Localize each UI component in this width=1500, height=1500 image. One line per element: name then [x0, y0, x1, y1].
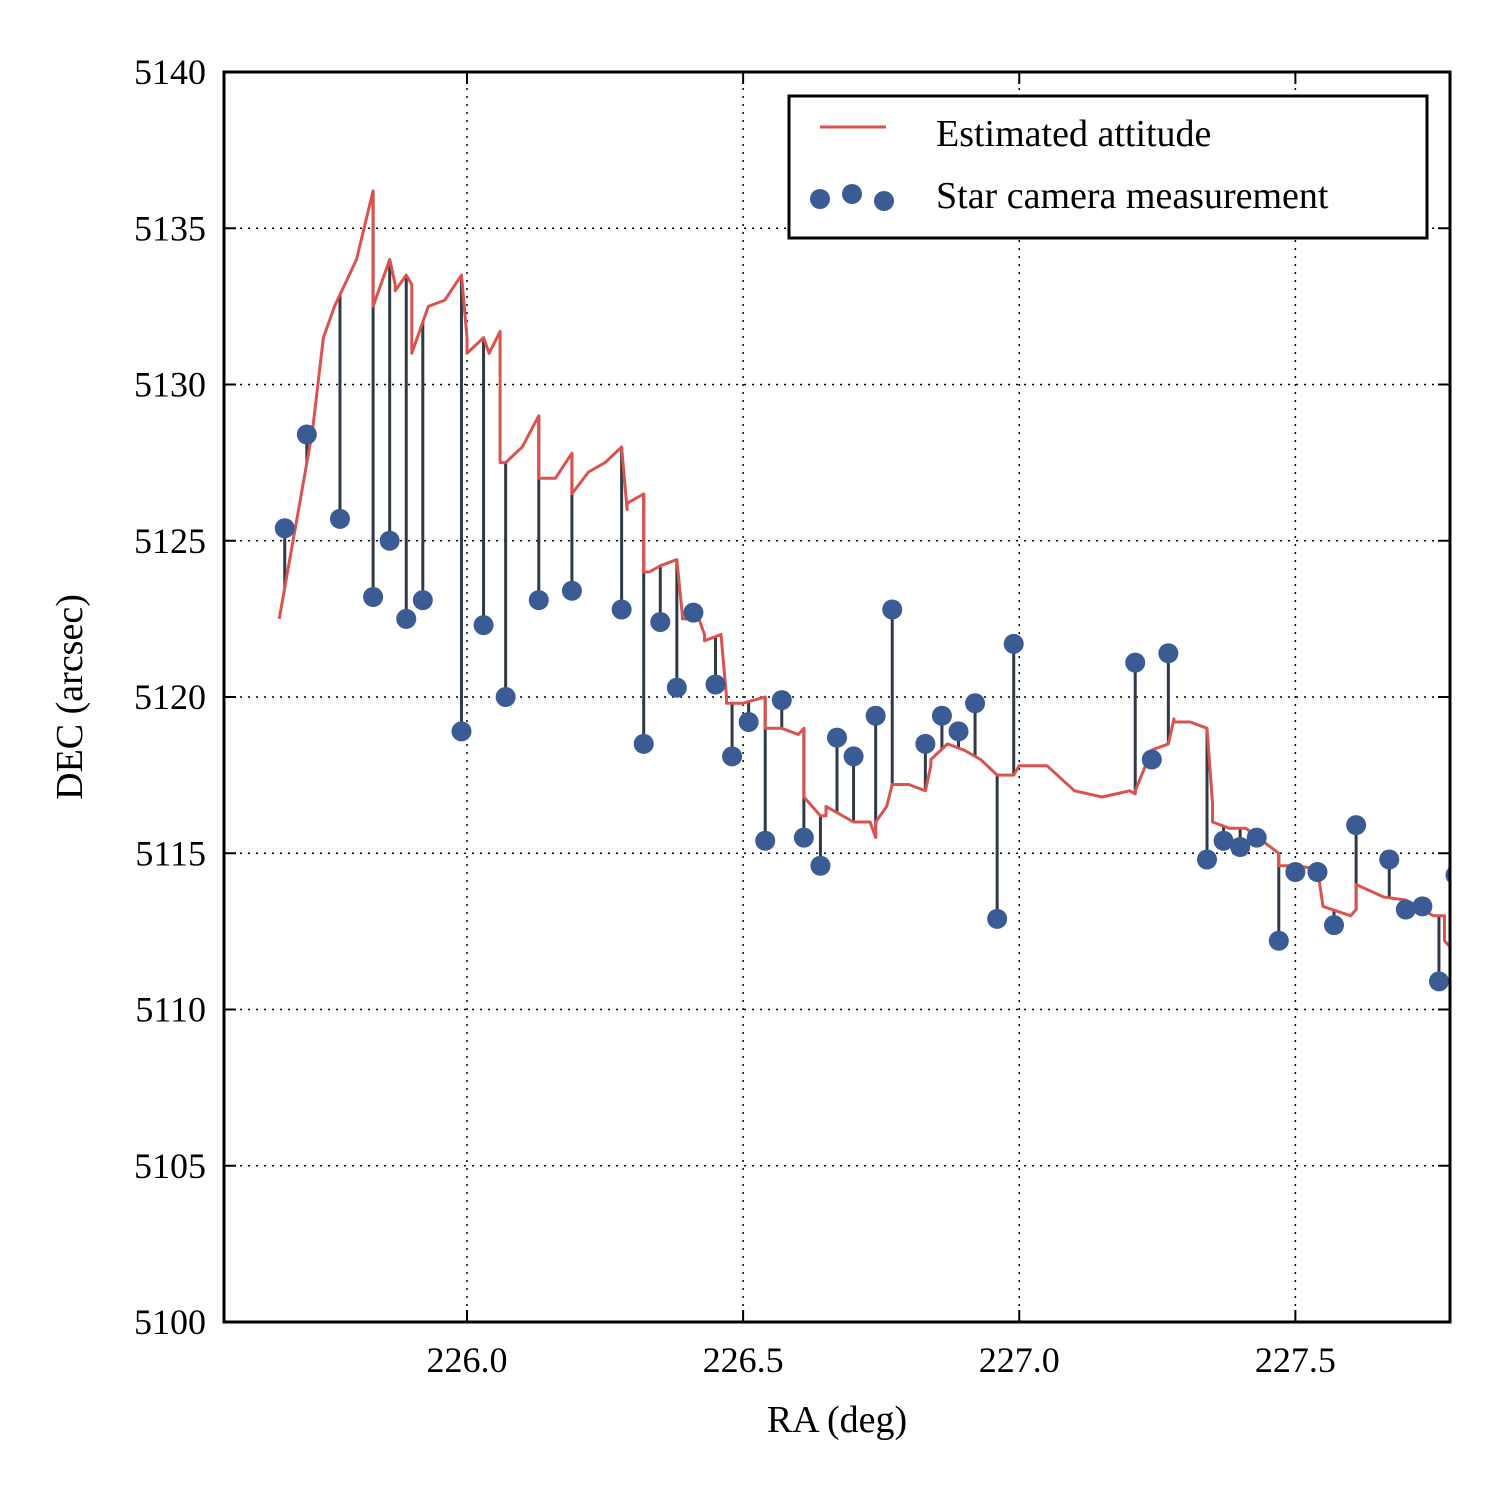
x-tick-label: 226.5: [703, 1340, 784, 1380]
star-camera-point: [1395, 899, 1416, 920]
star-camera-point: [1158, 643, 1179, 664]
star-camera-point: [528, 590, 549, 611]
star-camera-point: [793, 827, 814, 848]
x-tick-label: 227.5: [1255, 1340, 1336, 1380]
star-camera-point: [738, 712, 759, 732]
star-camera-point: [473, 615, 494, 636]
x-tick-label: 227.0: [979, 1340, 1060, 1380]
legend-box: [787, 94, 1429, 240]
star-camera-point: [495, 687, 516, 707]
star-camera-point: [274, 518, 295, 539]
legend-point-marker: [810, 189, 830, 209]
star-camera-point: [810, 855, 831, 876]
star-camera-point: [1246, 827, 1267, 848]
star-camera-point: [396, 608, 417, 629]
star-camera-point: [561, 580, 582, 601]
star-camera-point: [827, 727, 847, 748]
y-tick-label: 5140: [134, 52, 206, 92]
star-camera-point: [329, 508, 350, 529]
star-camera-point: [705, 674, 726, 695]
star-camera-point: [1197, 849, 1218, 870]
star-camera-point: [915, 733, 936, 754]
star-camera-points-layer: [274, 424, 1450, 992]
star-camera-point: [1141, 749, 1162, 770]
y-tick-label: 5105: [134, 1146, 206, 1186]
star-camera-point: [1285, 862, 1306, 882]
residual-connectors: [283, 190, 1441, 982]
y-tick-labels: 5100 5105 5110 5115 5120 5125 5130 5135 5140: [134, 52, 206, 1342]
star-camera-point: [843, 746, 864, 767]
star-camera-point: [683, 602, 704, 623]
legend-label-star-camera: Star camera measurement: [936, 175, 1329, 217]
star-camera-point: [363, 587, 384, 607]
star-camera-point: [1213, 830, 1234, 851]
star-camera-point: [1324, 915, 1345, 936]
y-tick-label: 5100: [134, 1302, 206, 1342]
star-camera-point: [633, 733, 654, 754]
y-tick-label: 5115: [135, 833, 206, 873]
star-camera-point: [1346, 815, 1367, 836]
star-camera-point: [412, 590, 433, 611]
star-camera-point: [722, 746, 743, 767]
star-camera-point: [1125, 652, 1146, 673]
star-camera-point: [611, 599, 632, 620]
star-camera-point: [882, 599, 903, 620]
legend-point-marker: [874, 191, 894, 211]
estimated-attitude-line: [277, 189, 1450, 948]
star-camera-point: [1268, 930, 1289, 951]
star-camera-point: [666, 677, 687, 698]
y-tick-label: 5130: [134, 365, 206, 405]
star-camera-point: [755, 830, 776, 851]
star-camera-point: [296, 424, 317, 445]
legend-label-estimated-attitude: Estimated attitude: [936, 113, 1211, 155]
x-axis-label: RA (deg): [767, 1399, 907, 1441]
estimated-attitude-layer: [277, 189, 1450, 948]
star-camera-point: [865, 705, 886, 726]
legend-point-marker: [842, 184, 862, 204]
star-camera-point: [1379, 849, 1400, 870]
y-tick-label: 5125: [134, 521, 206, 561]
grid: [224, 72, 1450, 1322]
star-camera-point: [1003, 633, 1024, 654]
star-camera-point: [1412, 896, 1433, 917]
y-tick-label: 5120: [134, 677, 206, 717]
star-camera-point: [987, 908, 1008, 929]
axis-ticks: [224, 71, 1450, 1323]
y-tick-label: 5135: [134, 208, 206, 248]
y-tick-label: 5110: [135, 990, 206, 1030]
star-camera-point: [771, 690, 792, 711]
legend: Estimated attitude Star camera measureme…: [787, 94, 1429, 240]
star-camera-point: [451, 721, 472, 742]
star-camera-point: [931, 705, 952, 726]
star-camera-point: [948, 721, 969, 742]
star-camera-point: [650, 612, 671, 632]
star-camera-point: [1428, 971, 1449, 992]
star-camera-point: [1307, 862, 1328, 882]
y-axis-label: DEC (arcsec): [49, 594, 91, 800]
star-camera-point: [965, 693, 986, 714]
star-camera-point: [1230, 837, 1251, 857]
star-camera-point: [379, 530, 400, 551]
x-tick-label: 226.0: [426, 1340, 507, 1380]
x-tick-labels: 226.0 226.5 227.0 227.5: [426, 1340, 1335, 1380]
